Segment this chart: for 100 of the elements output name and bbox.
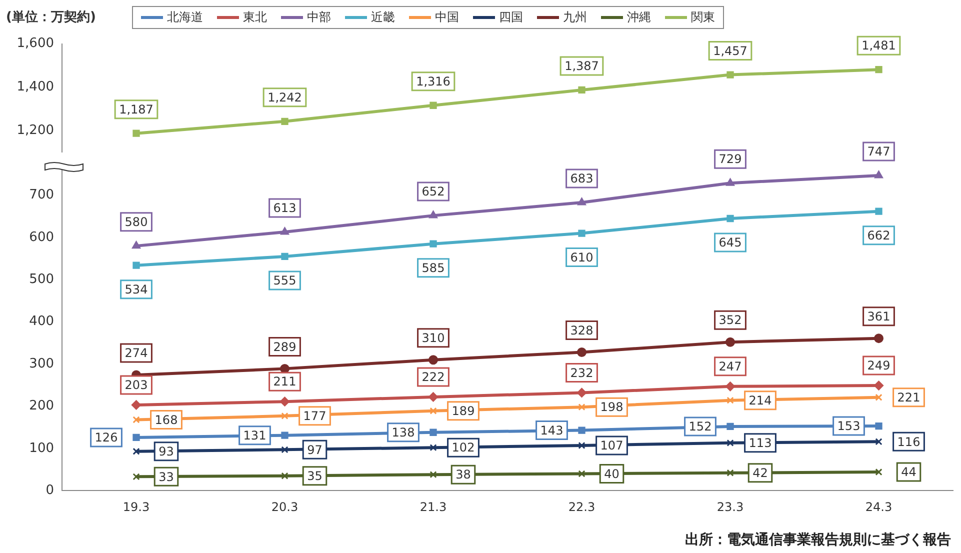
data-label: 683 bbox=[570, 172, 594, 186]
data-label: 153 bbox=[837, 419, 860, 434]
point bbox=[430, 470, 437, 478]
point bbox=[578, 230, 586, 237]
point bbox=[578, 470, 586, 478]
data-label: 33 bbox=[158, 470, 174, 484]
data-label: 585 bbox=[422, 260, 445, 275]
data-label: 610 bbox=[570, 250, 594, 264]
point bbox=[875, 66, 882, 74]
data-label: 222 bbox=[422, 370, 445, 384]
legend-label: 中部 bbox=[307, 9, 331, 26]
data-label: 274 bbox=[124, 346, 148, 360]
point bbox=[280, 364, 290, 374]
data-label: 168 bbox=[154, 412, 178, 427]
data-label: 249 bbox=[867, 358, 890, 373]
data-label: 38 bbox=[456, 468, 471, 482]
x-tick-label: 23.3 bbox=[716, 500, 744, 514]
point bbox=[132, 416, 140, 424]
y-tick-label: 1,200 bbox=[16, 122, 54, 138]
point bbox=[281, 446, 288, 454]
data-label: 1,187 bbox=[119, 102, 154, 116]
y-tick-label: 200 bbox=[29, 398, 54, 414]
point bbox=[430, 407, 437, 414]
point bbox=[132, 434, 140, 442]
legend-label: 近畿 bbox=[371, 9, 395, 26]
data-label: 580 bbox=[124, 215, 148, 230]
data-label: 645 bbox=[718, 236, 742, 250]
point bbox=[726, 337, 735, 347]
point bbox=[726, 71, 734, 78]
point bbox=[428, 355, 438, 365]
data-label: 534 bbox=[124, 282, 148, 296]
data-label: 247 bbox=[718, 360, 742, 374]
point bbox=[874, 170, 883, 178]
point bbox=[726, 439, 734, 447]
data-label: 138 bbox=[392, 426, 415, 440]
data-label: 361 bbox=[867, 309, 890, 324]
point bbox=[132, 448, 140, 455]
point bbox=[429, 210, 438, 218]
point bbox=[874, 334, 884, 344]
y-tick-label: 300 bbox=[29, 356, 54, 372]
legend-label: 関東 bbox=[691, 9, 715, 26]
data-label: 211 bbox=[273, 374, 296, 389]
x-tick-label: 24.3 bbox=[865, 500, 892, 514]
data-label: 102 bbox=[452, 440, 475, 455]
data-label: 214 bbox=[748, 393, 772, 408]
data-label: 221 bbox=[897, 390, 920, 404]
data-label: 113 bbox=[748, 436, 772, 450]
legend-label: 中国 bbox=[435, 9, 459, 26]
point bbox=[875, 208, 882, 215]
point bbox=[281, 472, 288, 480]
data-label: 289 bbox=[273, 340, 296, 354]
point bbox=[875, 438, 882, 446]
point bbox=[875, 422, 882, 430]
data-label: 729 bbox=[718, 152, 742, 166]
point bbox=[875, 394, 882, 401]
point bbox=[726, 396, 734, 404]
y-tick-label: 400 bbox=[29, 314, 54, 330]
y-tick-label: 500 bbox=[29, 272, 54, 288]
point bbox=[132, 241, 140, 249]
point bbox=[428, 392, 438, 402]
point bbox=[726, 382, 735, 392]
data-label: 198 bbox=[600, 400, 624, 414]
data-label: 555 bbox=[273, 274, 296, 288]
point bbox=[578, 442, 586, 450]
data-label: 1,242 bbox=[268, 90, 302, 105]
point bbox=[280, 396, 290, 406]
point bbox=[726, 422, 734, 430]
data-label: 35 bbox=[307, 468, 322, 483]
data-label: 662 bbox=[867, 228, 890, 242]
data-label: 143 bbox=[540, 423, 564, 438]
data-label: 42 bbox=[752, 466, 768, 480]
y-tick-label: 1,400 bbox=[16, 80, 54, 95]
x-tick-label: 21.3 bbox=[420, 500, 447, 514]
data-label: 1,387 bbox=[564, 59, 599, 74]
y-tick-label: 1,600 bbox=[16, 36, 54, 52]
point bbox=[875, 468, 882, 476]
data-label: 107 bbox=[600, 438, 624, 453]
data-label: 131 bbox=[243, 428, 266, 442]
point bbox=[578, 198, 586, 206]
legend-label: 九州 bbox=[563, 9, 587, 26]
point bbox=[430, 444, 437, 452]
data-label: 1,457 bbox=[713, 44, 748, 58]
data-label: 40 bbox=[604, 466, 620, 481]
data-label: 152 bbox=[688, 420, 712, 434]
data-label: 613 bbox=[273, 201, 296, 216]
y-tick-label: 600 bbox=[29, 230, 54, 245]
data-label: 1,481 bbox=[862, 38, 896, 53]
y-tick-label: 700 bbox=[29, 188, 54, 203]
data-label: 747 bbox=[867, 144, 890, 159]
point bbox=[132, 400, 141, 410]
legend-label: 北海道 bbox=[167, 9, 203, 26]
data-label: 652 bbox=[422, 184, 445, 199]
legend-label: 東北 bbox=[243, 9, 267, 26]
data-label: 232 bbox=[570, 366, 594, 380]
point bbox=[726, 178, 734, 186]
data-label: 126 bbox=[94, 430, 118, 445]
point bbox=[578, 86, 586, 94]
data-label: 352 bbox=[718, 313, 742, 328]
point bbox=[578, 403, 586, 411]
point bbox=[280, 227, 289, 235]
